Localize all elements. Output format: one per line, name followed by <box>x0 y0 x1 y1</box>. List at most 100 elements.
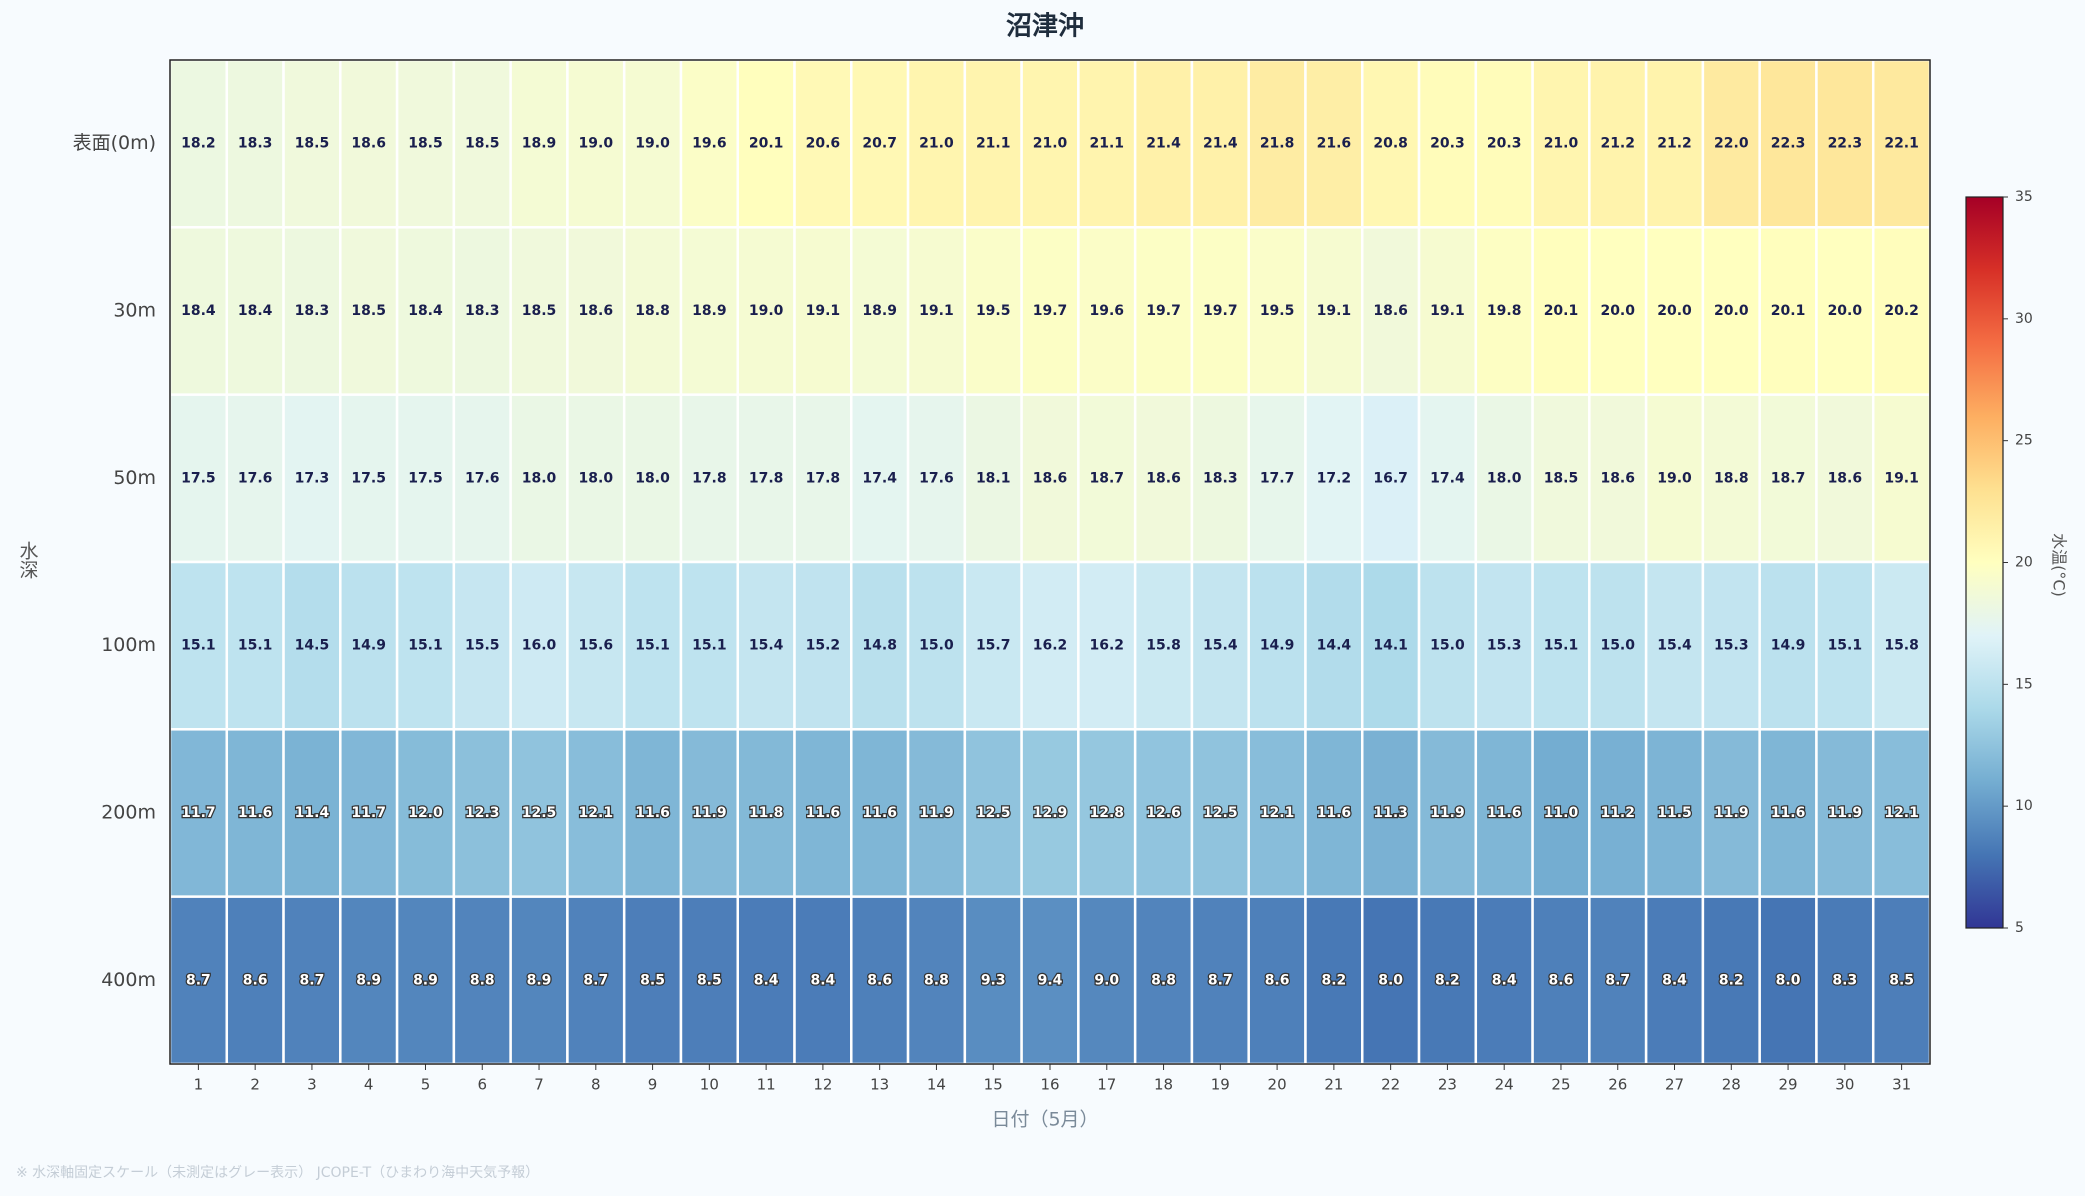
cell-label: 15.1 <box>1828 638 1863 654</box>
cell-label: 16.7 <box>1373 470 1408 486</box>
colorbar-tick-label: 10 <box>2015 798 2033 814</box>
cell-label: 14.9 <box>351 638 386 654</box>
heatmap-cell <box>1190 58 1250 229</box>
heatmap-cell <box>963 226 1023 396</box>
cell-label: 19.6 <box>692 136 727 152</box>
cell-label: 15.6 <box>579 638 614 654</box>
heatmap-cell <box>225 560 285 731</box>
x-tick-label: 24 <box>1495 1076 1514 1094</box>
cell-label: 8.3 <box>1832 972 1857 988</box>
heatmap-cell <box>1077 393 1137 564</box>
heatmap-cell <box>1701 560 1761 731</box>
x-tick-label: 6 <box>477 1076 487 1094</box>
cell-label: 20.0 <box>1714 303 1749 319</box>
cell-label: 20.8 <box>1373 136 1408 152</box>
heatmap-cell <box>1531 728 1591 898</box>
cell-label: 9.0 <box>1094 972 1119 988</box>
heatmap-cell <box>850 393 910 564</box>
cell-label: 17.8 <box>692 470 727 486</box>
cell-label: 18.6 <box>351 136 386 152</box>
cell-label: 21.0 <box>1544 136 1579 152</box>
cell-label: 11.8 <box>749 805 784 821</box>
x-tick-label: 20 <box>1268 1076 1287 1094</box>
cell-label: 18.6 <box>1146 470 1181 486</box>
heatmap-cell <box>793 560 853 731</box>
cell-label: 18.3 <box>238 136 273 152</box>
cell-label: 15.2 <box>806 638 841 654</box>
cell-label: 22.3 <box>1828 136 1863 152</box>
heatmap-cell <box>339 393 399 564</box>
cell-label: 19.1 <box>919 303 954 319</box>
y-tick-label: 400m <box>101 969 156 991</box>
cell-label: 8.5 <box>1889 972 1914 988</box>
cell-label: 19.6 <box>1090 303 1125 319</box>
cell-label: 15.1 <box>238 638 273 654</box>
heatmap-cell <box>225 728 285 898</box>
heatmap-cell <box>1190 728 1250 898</box>
footnote: ※ 水深軸固定スケール（未測定はグレー表示） JCOPE-T（ひまわり海中天気予… <box>16 1165 539 1181</box>
cell-label: 15.8 <box>1146 638 1181 654</box>
cell-label: 21.1 <box>976 136 1011 152</box>
x-tick-label: 9 <box>648 1076 658 1094</box>
cell-label: 15.4 <box>1657 638 1692 654</box>
cell-label: 8.5 <box>640 972 665 988</box>
heatmap-cell <box>736 226 796 396</box>
cell-label: 15.8 <box>1884 638 1919 654</box>
cell-label: 8.8 <box>1151 972 1176 988</box>
cell-label: 18.5 <box>408 136 443 152</box>
heatmap-cell <box>736 560 796 731</box>
cell-label: 18.2 <box>181 136 216 152</box>
heatmap-cell <box>1644 560 1705 731</box>
x-tick-label: 31 <box>1892 1076 1911 1094</box>
cell-label: 8.6 <box>867 972 892 988</box>
heatmap-cell <box>339 728 399 898</box>
heatmap-cell <box>566 728 626 898</box>
colorbar-tick-label: 25 <box>2015 433 2033 449</box>
cell-label: 8.6 <box>243 972 268 988</box>
colorbar-tick-label: 20 <box>2015 555 2033 571</box>
heatmap-cell <box>1304 728 1364 898</box>
heatmap-cell <box>1588 895 1648 1066</box>
cell-label: 17.5 <box>351 470 386 486</box>
x-tick-label: 25 <box>1551 1076 1570 1094</box>
heatmap-cell <box>395 895 456 1066</box>
y-tick-label: 50m <box>113 467 156 489</box>
x-tick-label: 28 <box>1722 1076 1741 1094</box>
cell-label: 12.8 <box>1090 805 1125 821</box>
cell-label: 19.1 <box>806 303 841 319</box>
cell-label: 8.4 <box>810 972 835 988</box>
cell-label: 11.9 <box>1714 805 1749 821</box>
cell-label: 15.4 <box>1203 638 1238 654</box>
cell-label: 21.4 <box>1146 136 1181 152</box>
cell-label: 17.6 <box>465 470 500 486</box>
heatmap-cell <box>452 58 512 229</box>
cell-label: 12.5 <box>1203 805 1238 821</box>
heatmap-cell <box>679 560 739 731</box>
heatmap-cell <box>452 226 512 396</box>
cell-label: 8.5 <box>697 972 722 988</box>
cell-label: 12.1 <box>579 805 614 821</box>
heatmap-cell <box>225 393 285 564</box>
heatmap-cell <box>679 728 739 898</box>
cell-label: 15.1 <box>1544 638 1579 654</box>
cell-label: 15.1 <box>408 638 443 654</box>
x-tick-label: 16 <box>1040 1076 1059 1094</box>
cell-label: 17.7 <box>1260 470 1295 486</box>
cell-label: 8.6 <box>1265 972 1290 988</box>
x-tick-label: 23 <box>1438 1076 1457 1094</box>
heatmap-cell <box>1304 895 1364 1066</box>
cell-label: 8.8 <box>924 972 949 988</box>
cell-label: 19.0 <box>635 136 670 152</box>
heatmap-cell <box>1531 226 1591 396</box>
cell-label: 18.5 <box>351 303 386 319</box>
cell-label: 19.1 <box>1884 470 1919 486</box>
heatmap-cell <box>1077 560 1137 731</box>
cell-label: 12.1 <box>1884 805 1919 821</box>
cell-label: 8.9 <box>356 972 381 988</box>
heatmap-cell <box>395 226 456 396</box>
heatmap-cell <box>1531 393 1591 564</box>
cell-label: 18.6 <box>1828 470 1863 486</box>
cell-label: 9.3 <box>981 972 1006 988</box>
heatmap-cell <box>1701 226 1761 396</box>
x-tick-label: 4 <box>364 1076 374 1094</box>
